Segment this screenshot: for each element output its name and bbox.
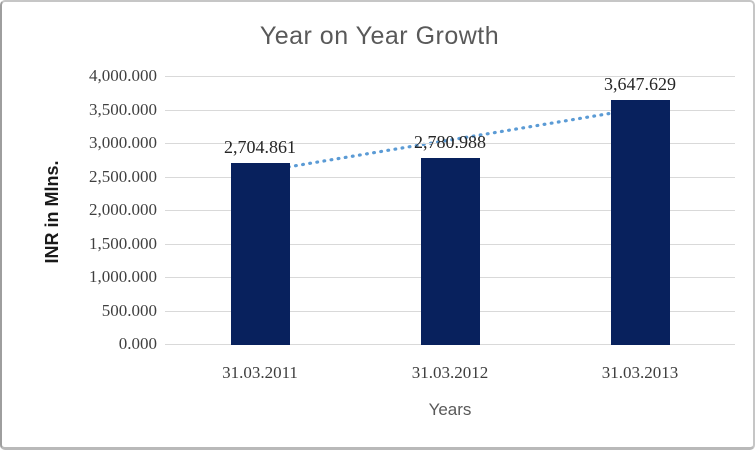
y-tick-label: 2,000.000	[89, 200, 157, 219]
y-tick-label: 3,500.000	[89, 100, 157, 119]
bar	[421, 158, 480, 345]
bar	[611, 100, 670, 345]
y-tick-label: 4,000.000	[89, 66, 157, 85]
x-axis-title: Years	[428, 400, 472, 419]
x-category-label: 31.03.2011	[222, 363, 298, 382]
y-tick-label: 2,500.000	[89, 167, 157, 186]
y-tick-label: 500.000	[101, 301, 157, 320]
gridline	[165, 110, 735, 111]
y-tick-label: 1,500.000	[89, 234, 157, 253]
bar-value-label: 2,704.861	[224, 137, 296, 157]
bar-value-label: 3,647.629	[604, 74, 676, 94]
x-category-label: 31.03.2013	[601, 363, 679, 382]
bar-value-label: 2,780.988	[414, 132, 486, 152]
chart-title: Year on Year Growth	[259, 22, 500, 50]
y-tick-label: 0.000	[118, 334, 157, 353]
gridline	[165, 76, 735, 77]
y-tick-label: 3,000.000	[89, 133, 157, 152]
gridline	[165, 143, 735, 144]
bar	[231, 163, 290, 345]
y-tick-label: 1,000.000	[89, 267, 157, 286]
x-category-label: 31.03.2012	[411, 363, 489, 382]
